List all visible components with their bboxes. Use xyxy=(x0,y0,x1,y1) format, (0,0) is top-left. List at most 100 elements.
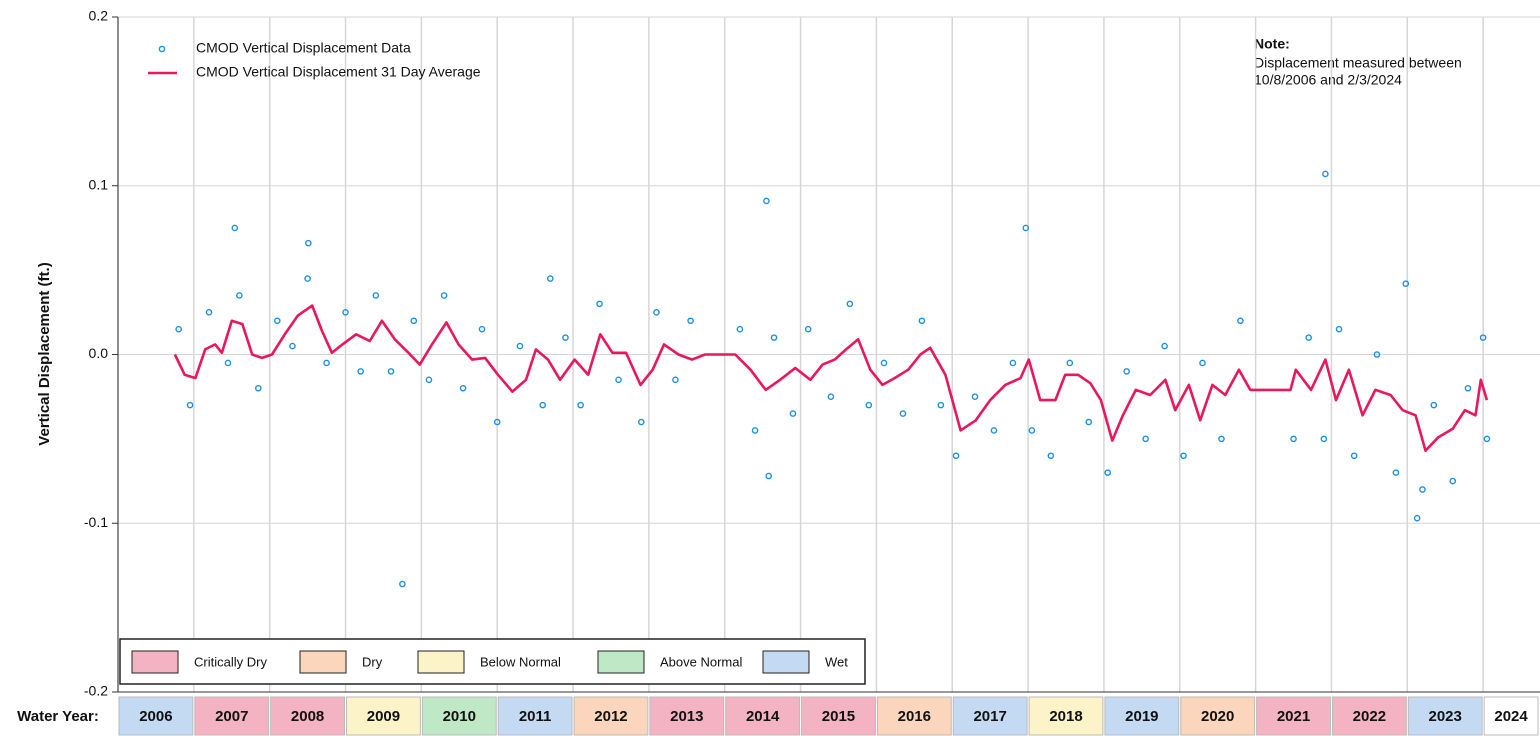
y-tick-label: -0.1 xyxy=(84,514,108,530)
data-point xyxy=(804,325,812,333)
data-point xyxy=(763,197,770,205)
data-point xyxy=(846,300,854,308)
data-point xyxy=(493,418,501,426)
data-point xyxy=(1430,401,1438,409)
water-year-box xyxy=(573,696,649,736)
water-year-box xyxy=(876,696,952,736)
class-label: Wet xyxy=(825,654,848,669)
water-year-box xyxy=(497,696,573,736)
data-point xyxy=(1123,368,1130,375)
data-point xyxy=(273,317,281,325)
data-point xyxy=(1449,477,1457,485)
water-year: 2009 xyxy=(367,708,400,725)
data-point xyxy=(1335,325,1343,333)
data-point xyxy=(231,224,239,232)
data-point xyxy=(577,401,584,409)
data-point xyxy=(1350,452,1358,460)
data-point xyxy=(1022,224,1030,232)
data-point xyxy=(175,325,182,333)
class-swatch xyxy=(762,650,810,674)
data-point xyxy=(736,325,744,333)
note-title: Note: xyxy=(1254,36,1290,52)
class-label: Below Normal xyxy=(480,654,561,669)
data-point xyxy=(918,317,926,325)
water-year: 2020 xyxy=(1201,708,1234,725)
water-year: 2022 xyxy=(1353,708,1386,725)
data-point xyxy=(952,452,960,460)
data-point xyxy=(1199,359,1206,367)
y-tick-label: -0.2 xyxy=(84,683,108,699)
plot-area xyxy=(173,170,1491,588)
water-year: 2012 xyxy=(594,708,627,725)
water-year-box xyxy=(1407,696,1483,736)
data-point xyxy=(865,401,873,409)
water-year: 2006 xyxy=(139,708,172,725)
data-point xyxy=(1047,452,1055,460)
data-point xyxy=(1479,334,1487,341)
y-axis-label: Vertical Displacement (ft.) xyxy=(36,262,53,445)
data-point xyxy=(304,275,311,282)
water-year-box xyxy=(270,696,346,736)
water-year: 2008 xyxy=(291,708,324,725)
data-point xyxy=(323,359,330,367)
water-year: 2015 xyxy=(822,708,855,725)
water-year-box xyxy=(725,696,801,736)
water-year: 2017 xyxy=(973,708,1006,725)
data-point xyxy=(880,359,888,367)
data-point xyxy=(751,427,759,434)
y-tick-label: 0.0 xyxy=(89,345,109,361)
data-point xyxy=(372,292,380,299)
water-year-box xyxy=(1180,696,1256,736)
data-point xyxy=(440,292,448,299)
water-year: 2016 xyxy=(898,708,931,725)
data-point xyxy=(1290,435,1297,443)
data-point xyxy=(937,401,945,409)
water-year: 2018 xyxy=(1049,708,1082,725)
data-point xyxy=(399,580,406,588)
water-year-box xyxy=(952,696,1028,736)
data-point xyxy=(1305,334,1312,341)
data-point xyxy=(1483,435,1491,443)
data-point xyxy=(615,376,622,384)
data-point xyxy=(1464,384,1472,392)
data-point xyxy=(1142,435,1149,443)
class-label: Critically Dry xyxy=(194,654,267,669)
data-point xyxy=(990,427,998,434)
data-point xyxy=(410,317,418,325)
data-point xyxy=(687,317,694,325)
note-line: Displacement measured between xyxy=(1254,55,1462,71)
water-year: 2021 xyxy=(1277,708,1310,725)
data-point xyxy=(653,309,660,316)
data-point xyxy=(1419,486,1426,493)
data-point xyxy=(1413,514,1421,522)
data-point xyxy=(1066,359,1074,367)
class-swatch xyxy=(417,650,465,674)
data-point xyxy=(1237,317,1244,325)
data-point xyxy=(516,342,524,350)
water-year-box xyxy=(118,696,194,736)
data-point xyxy=(357,368,364,375)
data-point xyxy=(255,384,262,392)
data-point xyxy=(539,401,547,409)
water-year-box xyxy=(1331,696,1407,736)
legend-label: CMOD Vertical Displacement Data xyxy=(196,40,411,56)
water-year: 2007 xyxy=(215,708,248,725)
average-line xyxy=(173,304,1489,452)
class-swatch xyxy=(131,650,179,674)
water-year: 2023 xyxy=(1429,708,1462,725)
water-year-label: Water Year: xyxy=(17,708,99,725)
data-point xyxy=(1320,435,1328,443)
data-point xyxy=(1322,170,1329,178)
water-year-box xyxy=(1483,696,1539,736)
data-point xyxy=(1104,469,1112,476)
data-point xyxy=(789,410,797,417)
water-year-box xyxy=(194,696,270,736)
data-point xyxy=(637,418,645,426)
data-point xyxy=(205,309,213,316)
data-point xyxy=(1009,359,1017,367)
data-point xyxy=(459,384,467,392)
water-year-box xyxy=(801,696,876,736)
data-point xyxy=(305,239,312,247)
y-tick-label: 0.1 xyxy=(89,176,109,192)
